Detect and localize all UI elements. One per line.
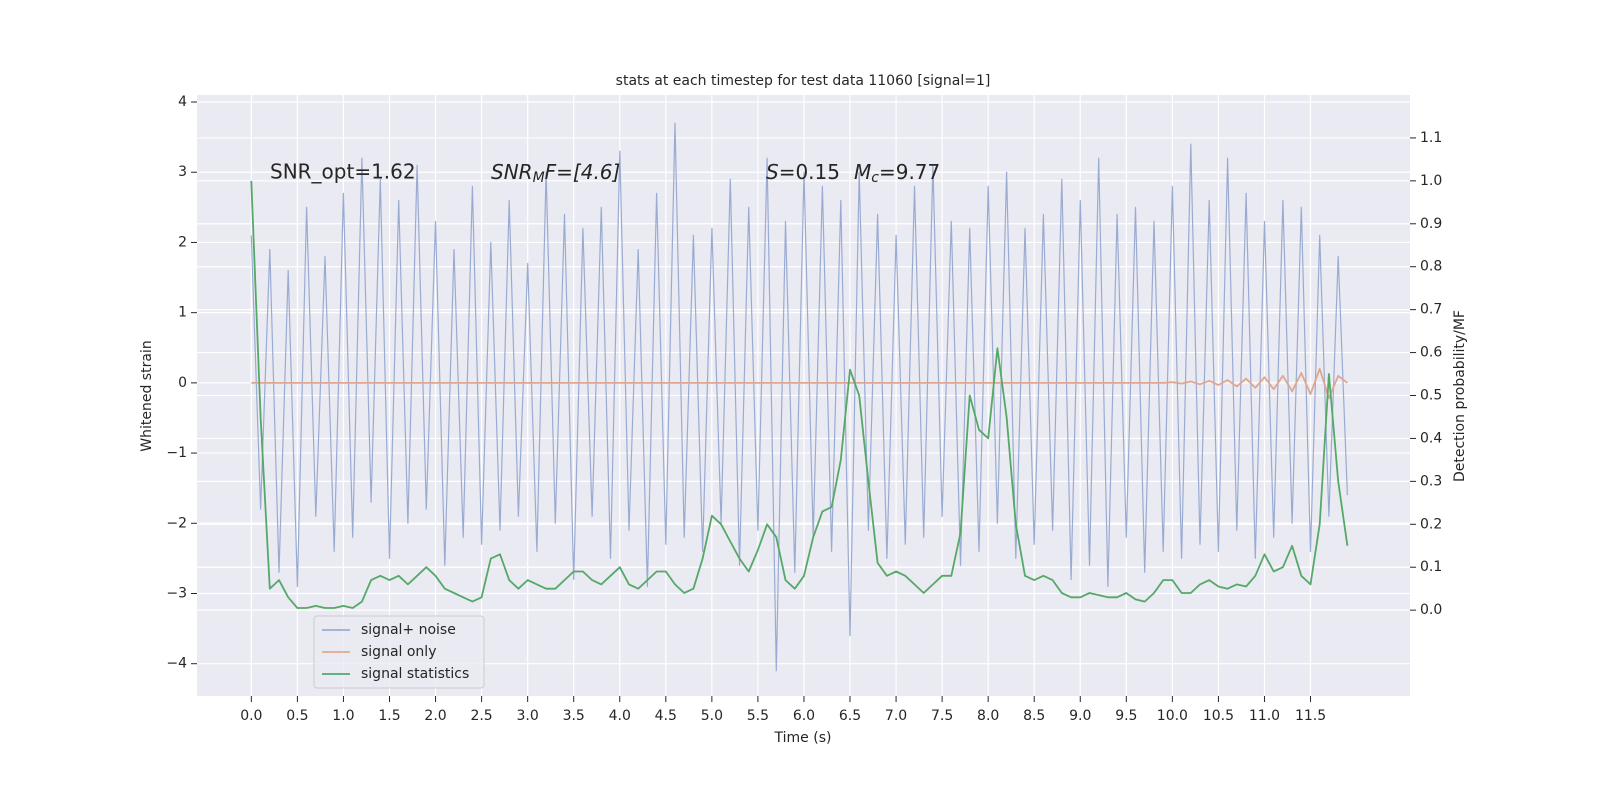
y-tick-label: −4	[166, 656, 187, 672]
y2-tick-label: 0.3	[1420, 473, 1442, 489]
y2-tick-label: 0.7	[1420, 302, 1442, 318]
annotation-part: =9.77	[879, 160, 940, 184]
annotation-part: =0.15	[779, 160, 840, 184]
series-line	[251, 367, 1348, 400]
legend-box	[313, 615, 485, 689]
annotation-part: M	[533, 170, 545, 186]
y-tick-label: 3	[178, 164, 187, 180]
annotation-part: SNR	[491, 160, 533, 184]
x-tick-label: 7.5	[931, 708, 953, 724]
y-tick-label: 2	[178, 234, 187, 250]
y-tick-label: 1	[178, 305, 187, 321]
x-tick-label: 11.5	[1295, 708, 1326, 724]
x-tick-label: 8.5	[1023, 708, 1045, 724]
y2-tick-label: 0.1	[1420, 559, 1442, 575]
y-tick-label: −1	[166, 445, 187, 461]
annotation: SNRMF=[4.6]	[491, 160, 620, 187]
y-tick-label: 0	[178, 375, 187, 391]
x-tick-label: 1.0	[332, 708, 354, 724]
x-tick-label: 3.0	[517, 708, 539, 724]
series-line	[250, 180, 1349, 609]
annotation-part: M	[854, 160, 871, 184]
x-tick-label: 5.0	[701, 708, 723, 724]
annotation: S=0.15 Mc=9.77	[766, 160, 940, 187]
x-tick-label: 0.5	[286, 708, 308, 724]
x-tick-label: 9.5	[1115, 708, 1137, 724]
x-tick-label: 3.5	[563, 708, 585, 724]
x-tick-label: 8.0	[977, 708, 999, 724]
x-tick-label: 6.5	[839, 708, 861, 724]
x-tick-label: 4.5	[655, 708, 677, 724]
y-axis-label: Whitened strain	[139, 340, 155, 451]
y2-tick-label: 0.4	[1420, 430, 1442, 446]
x-tick-label: 2.0	[424, 708, 446, 724]
annotation-part: S	[766, 160, 779, 184]
y-tick-label: −3	[166, 585, 187, 601]
x-tick-label: 1.5	[378, 708, 400, 724]
annotation: SNR_opt=1.62	[270, 160, 416, 184]
x-tick-label: 7.0	[885, 708, 907, 724]
y2-tick-label: 0.5	[1420, 388, 1442, 404]
y-tick-label: 4	[178, 94, 187, 110]
x-tick-label: 0.0	[240, 708, 262, 724]
series-line	[250, 122, 1348, 672]
y-tick-label: −2	[166, 515, 187, 531]
x-tick-label: 5.5	[747, 708, 769, 724]
y2-tick-label: 0.0	[1420, 602, 1442, 618]
y2-tick-label: 0.9	[1420, 216, 1442, 232]
y2-tick-label: 0.6	[1420, 345, 1442, 361]
x-tick-label: 11.0	[1249, 708, 1280, 724]
x-tick-label: 10.5	[1203, 708, 1234, 724]
x-tick-label: 2.5	[470, 708, 492, 724]
y2-axis-label: Detection probability/MF	[1452, 310, 1468, 482]
y2-tick-label: 1.1	[1420, 130, 1442, 146]
legend-label: signal+ noise	[361, 622, 456, 638]
x-tick-label: 10.0	[1157, 708, 1188, 724]
legend-label: signal statistics	[361, 666, 469, 682]
chart-title: stats at each timestep for test data 110…	[616, 73, 991, 89]
y2-tick-label: 0.2	[1420, 516, 1442, 532]
y2-tick-label: 1.0	[1420, 173, 1442, 189]
x-tick-label: 6.0	[793, 708, 815, 724]
x-tick-label: 9.0	[1069, 708, 1091, 724]
x-axis-label: Time (s)	[774, 730, 832, 746]
annotation-part: c	[871, 170, 879, 186]
x-tick-label: 4.0	[609, 708, 631, 724]
y2-tick-label: 0.8	[1420, 259, 1442, 275]
annotation-part: F=[4.6]	[545, 160, 621, 184]
legend-label: signal only	[361, 644, 436, 660]
